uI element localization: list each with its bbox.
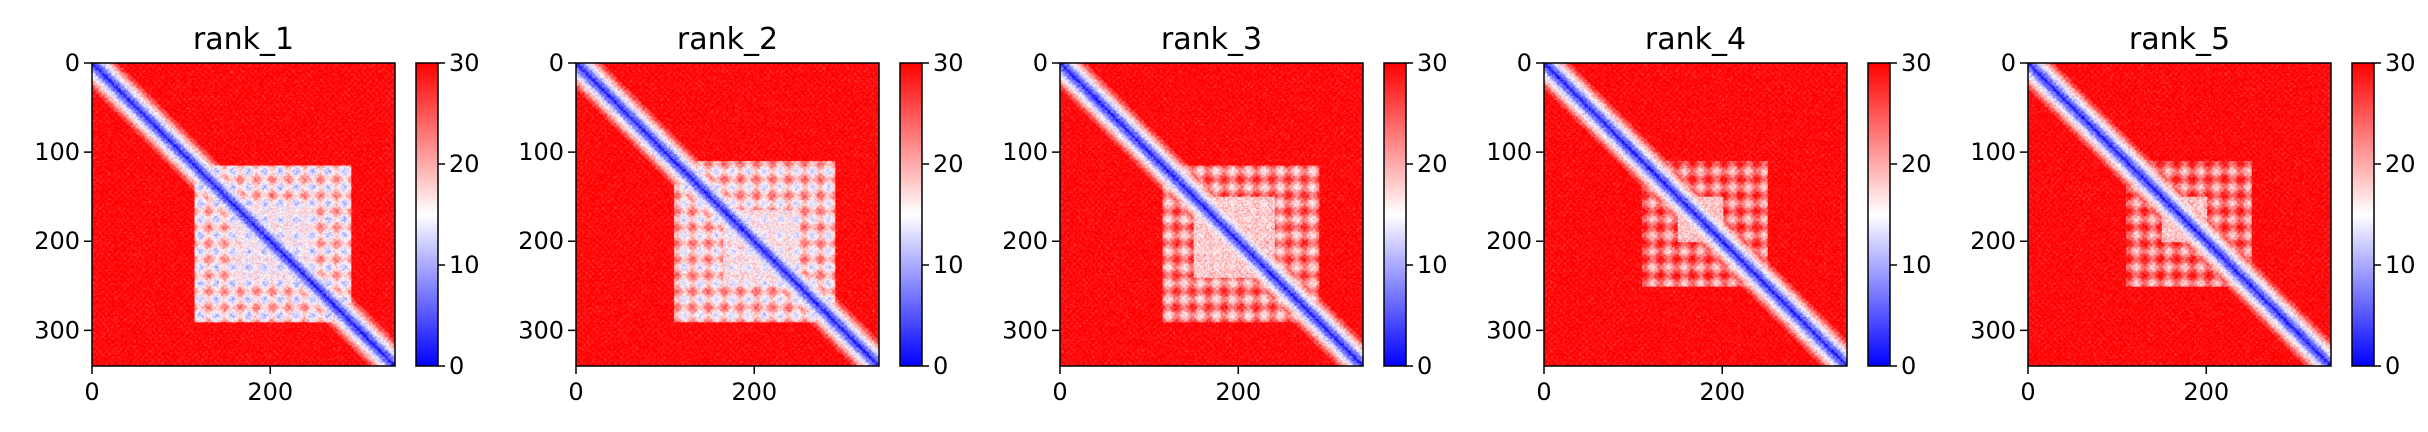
y-tick-label: 0 bbox=[549, 49, 564, 77]
y-tick-label: 0 bbox=[2001, 49, 2016, 77]
colorbar bbox=[1867, 62, 1891, 367]
axes-frame bbox=[1543, 62, 1848, 367]
colorbar-tick-label: 10 bbox=[933, 251, 964, 279]
panel-3: rank_3 0 100 200 300 0 200 0 10 20 30 bbox=[1002, 22, 1447, 406]
y-tick-label: 200 bbox=[1002, 227, 1048, 255]
heatmap-image bbox=[576, 63, 879, 366]
colorbar bbox=[899, 62, 923, 367]
colorbar-tick-label: 10 bbox=[2385, 251, 2416, 279]
y-tick-label: 100 bbox=[1486, 138, 1532, 166]
colorbar-tick-label: 30 bbox=[1417, 49, 1448, 77]
y-tick-label: 300 bbox=[34, 316, 80, 344]
y-tick-label: 300 bbox=[1970, 316, 2016, 344]
panel-4: rank_4 0 100 200 300 0 200 0 10 20 30 bbox=[1486, 22, 1931, 406]
colorbar-tick-label: 10 bbox=[449, 251, 480, 279]
panel-title: rank_1 bbox=[193, 22, 294, 57]
heatmap-image bbox=[1060, 63, 1363, 366]
y-tick-label: 100 bbox=[518, 138, 564, 166]
panel-title: rank_5 bbox=[2129, 22, 2230, 57]
panel-title: rank_2 bbox=[677, 22, 778, 57]
colorbar-tick-label: 0 bbox=[449, 352, 464, 380]
y-tick-label: 300 bbox=[1486, 316, 1532, 344]
panel-5: rank_5 0 100 200 300 0 200 0 10 20 30 bbox=[1970, 22, 2415, 406]
colorbar-tick-label: 30 bbox=[2385, 49, 2416, 77]
y-tick-label: 100 bbox=[1002, 138, 1048, 166]
heatmap-image bbox=[1544, 63, 1847, 366]
y-tick-label: 0 bbox=[1033, 49, 1048, 77]
x-tick-label: 0 bbox=[1536, 378, 1551, 406]
colorbar-tick-label: 0 bbox=[1901, 352, 1916, 380]
colorbar-tick-label: 20 bbox=[1901, 150, 1932, 178]
x-tick-label: 200 bbox=[247, 378, 293, 406]
y-tick-label: 200 bbox=[518, 227, 564, 255]
x-tick-label: 200 bbox=[2183, 378, 2229, 406]
y-tick-label: 300 bbox=[518, 316, 564, 344]
heatmap-image bbox=[2028, 63, 2331, 366]
colorbar-tick-label: 30 bbox=[449, 49, 480, 77]
panel-1: rank_1 0 100 200 300 0 200 0 10 20 30 bbox=[34, 22, 479, 406]
colorbar bbox=[415, 62, 439, 367]
panel-2: rank_2 0 100 200 300 0 200 0 10 20 30 bbox=[518, 22, 963, 406]
axes-frame bbox=[575, 62, 880, 367]
heatmap-image bbox=[92, 63, 395, 366]
x-tick-label: 200 bbox=[1699, 378, 1745, 406]
panel-title: rank_4 bbox=[1645, 22, 1746, 57]
y-tick-label: 100 bbox=[1970, 138, 2016, 166]
x-tick-label: 0 bbox=[84, 378, 99, 406]
colorbar-tick-label: 10 bbox=[1901, 251, 1932, 279]
x-tick-label: 200 bbox=[731, 378, 777, 406]
colorbar-tick-label: 10 bbox=[1417, 251, 1448, 279]
colorbar-tick-label: 20 bbox=[2385, 150, 2416, 178]
y-tick-label: 200 bbox=[1486, 227, 1532, 255]
panel-title: rank_3 bbox=[1161, 22, 1262, 57]
colorbar-tick-label: 20 bbox=[1417, 150, 1448, 178]
y-tick-label: 100 bbox=[34, 138, 80, 166]
colorbar-tick-label: 20 bbox=[449, 150, 480, 178]
y-tick-label: 0 bbox=[65, 49, 80, 77]
x-tick-label: 200 bbox=[1215, 378, 1261, 406]
colorbar bbox=[2351, 62, 2375, 367]
colorbar-tick-label: 0 bbox=[1417, 352, 1432, 380]
x-tick-label: 0 bbox=[2020, 378, 2035, 406]
y-tick-label: 200 bbox=[1970, 227, 2016, 255]
x-tick-label: 0 bbox=[1052, 378, 1067, 406]
colorbar-tick-label: 30 bbox=[933, 49, 964, 77]
axes-frame bbox=[1059, 62, 1364, 367]
axes-frame bbox=[91, 62, 396, 367]
y-tick-label: 200 bbox=[34, 227, 80, 255]
colorbar-tick-label: 0 bbox=[2385, 352, 2400, 380]
colorbar-tick-label: 30 bbox=[1901, 49, 1932, 77]
colorbar bbox=[1383, 62, 1407, 367]
axes-frame bbox=[2027, 62, 2332, 367]
y-tick-label: 0 bbox=[1517, 49, 1532, 77]
x-tick-label: 0 bbox=[568, 378, 583, 406]
y-tick-label: 300 bbox=[1002, 316, 1048, 344]
colorbar-tick-label: 0 bbox=[933, 352, 948, 380]
colorbar-tick-label: 20 bbox=[933, 150, 964, 178]
